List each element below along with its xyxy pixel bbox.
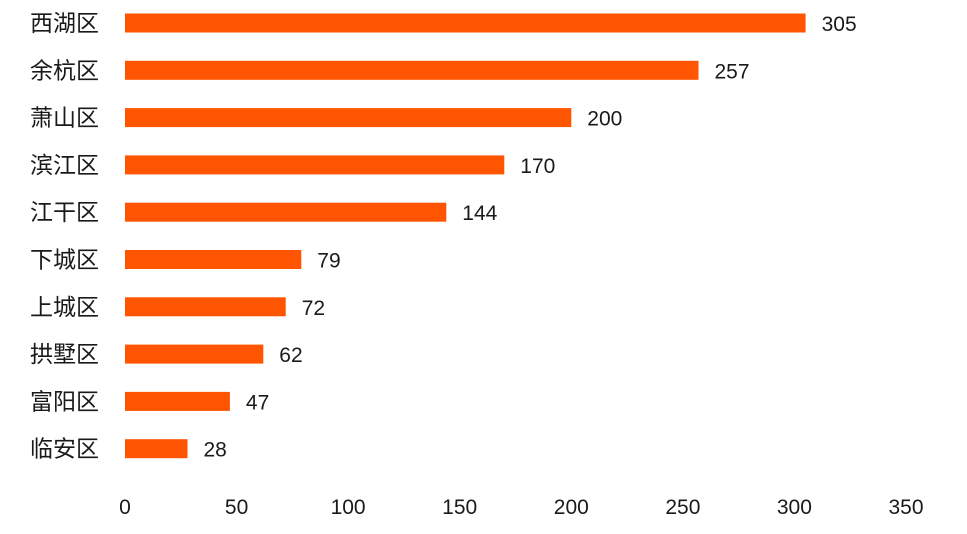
bar-4 [125,155,505,175]
x-tick-label: 50 [225,496,248,519]
value-label: 257 [715,60,750,83]
value-label: 305 [822,13,857,36]
x-tick-label: 150 [442,496,477,519]
x-tick-label: 200 [554,496,589,519]
bar-1 [125,13,806,33]
bar-6 [125,250,302,269]
value-labels-group: 305 257 200 170 144 79 72 62 47 28 [204,13,857,462]
value-label: 62 [279,344,302,367]
category-label: 滨江区 [30,153,99,179]
bar-10 [125,439,188,459]
bar-9 [125,391,230,411]
bar-5 [125,202,447,222]
value-label: 144 [462,202,497,225]
value-label: 47 [246,391,269,414]
value-label: 170 [520,155,555,178]
category-label: 下城区 [30,248,99,274]
x-tick-label: 250 [665,496,700,519]
category-label: 西湖区 [30,11,99,37]
value-label: 200 [587,108,622,131]
x-tick-label: 100 [331,496,366,519]
value-label: 79 [317,250,340,273]
bar-7 [125,297,286,317]
x-tick-label: 300 [777,496,812,519]
category-label: 富阳区 [30,389,99,415]
bar-3 [125,108,572,128]
x-axis-ticks-group: 0 50 100 150 200 250 300 350 [119,496,923,519]
value-label: 28 [204,439,227,462]
bar-8 [125,344,264,364]
category-label: 临安区 [30,437,99,463]
category-label: 上城区 [30,295,99,321]
category-label: 拱墅区 [30,342,99,368]
bar-2 [125,60,699,80]
category-label: 萧山区 [30,106,99,132]
x-tick-label: 350 [888,496,923,519]
value-label: 72 [302,297,325,320]
x-tick-label: 0 [119,496,131,519]
bars-group [125,13,806,459]
category-label: 余杭区 [30,58,99,84]
category-label: 江干区 [30,200,99,226]
